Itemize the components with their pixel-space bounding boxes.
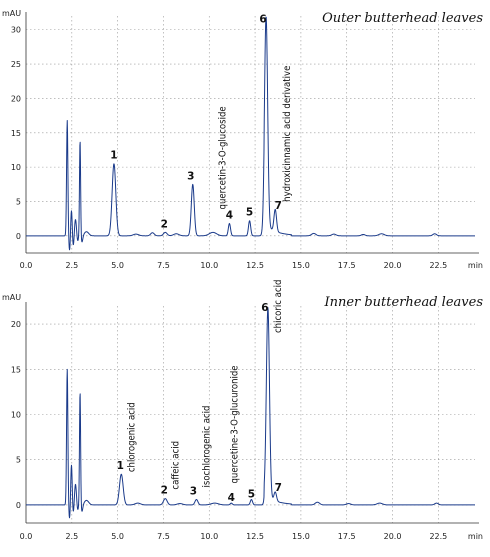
chromatogram-panel-inner: 0.0 2.5 5.0 7.5 10.0 12.5 15.0 17.5 20.0 22.5 0 5 10… xyxy=(2,280,483,541)
x-axis-unit: min xyxy=(468,261,483,270)
y-tick-label: 20 xyxy=(11,320,21,329)
x-tick-label: 2.5 xyxy=(65,532,78,541)
x-tick-label: 17.5 xyxy=(338,261,356,270)
chromatogram-trace xyxy=(25,16,476,251)
x-tick-label: 12.5 xyxy=(246,261,264,270)
peak-label-5: 5 xyxy=(248,488,255,500)
x-tick-label: 15.0 xyxy=(292,261,310,270)
y-tick-label: 5 xyxy=(16,456,21,465)
x-tick-label: 5.0 xyxy=(111,261,124,270)
chromatogram-trace xyxy=(25,307,476,519)
compound-label: caffeic acid xyxy=(170,441,181,490)
y-tick-label: 10 xyxy=(11,163,21,172)
peak-label-4: 4 xyxy=(226,209,233,221)
peak-label-3: 3 xyxy=(190,485,197,497)
chromatogram-panel-outer: 0.0 2.5 5.0 7.5 10.0 12.5 15.0 17.5 20.0 22.5 0 5 10… xyxy=(2,9,483,270)
peak-label-1: 1 xyxy=(117,460,124,472)
panel-title: Inner butterhead leaves xyxy=(323,295,483,310)
y-tick-label: 0 xyxy=(16,232,21,241)
y-tick-label: 25 xyxy=(11,60,21,69)
y-tick-label: 30 xyxy=(11,26,21,35)
panel-title: Outer butterhead leaves xyxy=(322,11,483,26)
x-tick-label: 7.5 xyxy=(157,261,170,270)
x-tick-label: 20.0 xyxy=(384,261,402,270)
peak-label-6: 6 xyxy=(261,302,268,314)
compound-label: chicoric acid xyxy=(273,280,284,333)
y-axis-unit: mAU xyxy=(2,9,21,18)
y-axis-unit: mAU xyxy=(2,293,21,302)
x-tick-label: 2.5 xyxy=(65,261,78,270)
peak-label-2: 2 xyxy=(161,485,168,497)
y-tick-label: 0 xyxy=(16,501,21,510)
compound-label: quercetine-3-O-glucuronide xyxy=(229,365,240,483)
y-tick-label: 15 xyxy=(11,365,21,374)
x-tick-label: 5.0 xyxy=(111,532,124,541)
x-tick-label: 0.0 xyxy=(20,532,33,541)
x-tick-label: 0.0 xyxy=(20,261,33,270)
compound-label: hydroxicinnamic acid derivative xyxy=(282,66,293,202)
x-axis-unit: min xyxy=(468,532,483,541)
x-tick-label: 12.5 xyxy=(246,532,264,541)
compound-label: chlorogenic acid xyxy=(126,402,137,472)
peak-label-1: 1 xyxy=(110,150,117,162)
peak-label-7: 7 xyxy=(275,482,282,494)
x-tick-label: 17.5 xyxy=(338,532,356,541)
x-tick-label: 15.0 xyxy=(292,532,310,541)
peak-label-5: 5 xyxy=(246,207,253,219)
peak-label-3: 3 xyxy=(187,170,194,182)
y-tick-label: 5 xyxy=(16,197,21,206)
x-tick-label: 10.0 xyxy=(200,261,218,270)
x-tick-label: 20.0 xyxy=(384,532,402,541)
compound-label: isochlorogenic acid xyxy=(201,406,212,488)
y-tick-label: 20 xyxy=(11,94,21,103)
y-tick-label: 10 xyxy=(11,411,21,420)
peak-label-6: 6 xyxy=(259,13,266,25)
x-tick-label: 22.5 xyxy=(429,532,447,541)
peak-label-7: 7 xyxy=(275,200,282,212)
x-tick-label: 22.5 xyxy=(429,261,447,270)
y-tick-label: 15 xyxy=(11,129,21,138)
peak-label-2: 2 xyxy=(161,218,168,230)
peak-label-4: 4 xyxy=(228,492,235,504)
x-tick-label: 7.5 xyxy=(157,532,170,541)
x-tick-label: 10.0 xyxy=(200,532,218,541)
compound-label: quercetin-3-O-glucoside xyxy=(217,106,228,209)
